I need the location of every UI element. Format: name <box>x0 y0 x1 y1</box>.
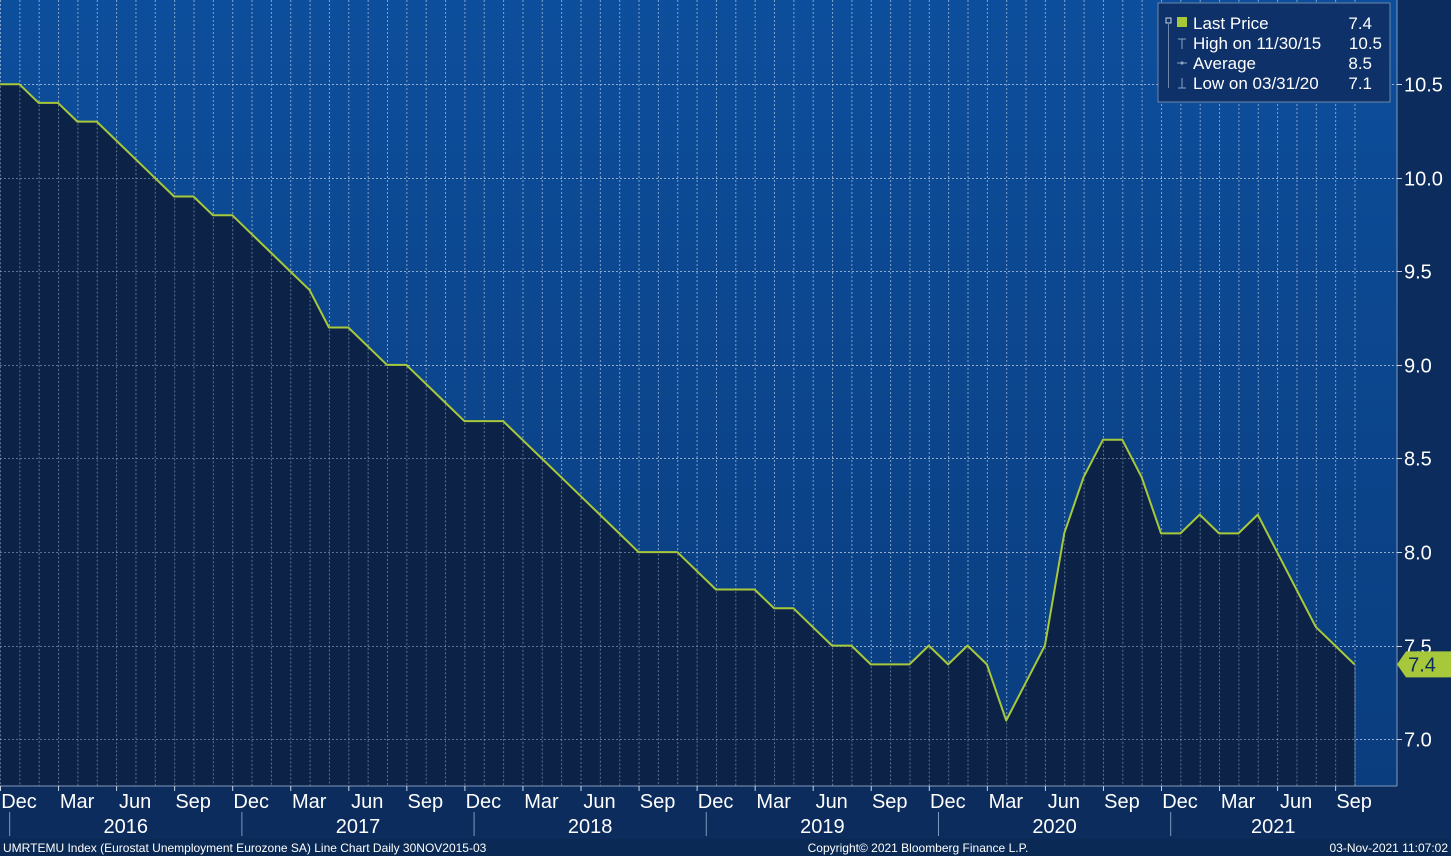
legend-box <box>1157 2 1391 103</box>
legend: Last Price 7.4 High on 11/30/15 10.5 Ave… <box>1157 2 1391 103</box>
year-labels: 2016 2017 2018 2019 2020 2021 <box>9 812 1296 838</box>
legend-value-average: 8.5 <box>1348 54 1372 73</box>
legend-label-low: Low on 03/31/20 <box>1193 74 1319 93</box>
x-tick-label: Dec <box>1162 791 1198 813</box>
footer-copyright: Copyright© 2021 Bloomberg Finance L.P. <box>808 841 1029 855</box>
y-tick-label: 9.0 <box>1404 356 1432 378</box>
x-tick-label: Dec <box>1 791 37 813</box>
low-marker-icon <box>1178 78 1186 89</box>
high-marker-icon <box>1178 38 1186 49</box>
area-gridlines <box>0 84 1397 786</box>
legend-value-low: 7.1 <box>1348 74 1372 93</box>
x-tick-label: Sep <box>872 791 908 813</box>
x-axis-ticks: Dec Mar Jun Sep Dec Mar Jun Sep Dec Mar Jun Sep Dec M… <box>0 786 1372 813</box>
y-tick-label: 8.0 <box>1404 543 1432 565</box>
year-label: 2016 <box>104 816 149 838</box>
legend-value-last-price: 7.4 <box>1348 14 1372 33</box>
average-marker-icon <box>1177 61 1187 65</box>
footer-bar <box>0 839 1451 856</box>
y-tick-label: 10.5 <box>1404 75 1443 97</box>
series-area <box>0 84 1355 786</box>
last-value-tag-shape <box>1397 651 1451 678</box>
year-label: 2017 <box>336 816 381 838</box>
x-tick-label: Jun <box>1280 791 1312 813</box>
last-value-tag: 7.4 <box>1397 651 1451 678</box>
x-tick-label: Sep <box>1104 791 1140 813</box>
legend-label-average: Average <box>1193 54 1256 73</box>
x-tick-label: Jun <box>351 791 383 813</box>
legend-value-high: 10.5 <box>1349 34 1382 53</box>
year-label: 2018 <box>568 816 613 838</box>
legend-collapse-icon[interactable] <box>1165 17 1172 24</box>
footer-description: UMRTEMU Index (Eurostat Unemployment Eur… <box>3 841 487 855</box>
x-tick-label: Mar <box>60 791 95 813</box>
last-value-label: 7.4 <box>1408 654 1436 676</box>
x-tick-label: Sep <box>408 791 444 813</box>
x-tick-label: Jun <box>119 791 151 813</box>
x-tick-label: Sep <box>640 791 676 813</box>
year-label: 2019 <box>800 816 845 838</box>
x-tick-label: Mar <box>989 791 1024 813</box>
legend-label-last-price: Last Price <box>1193 14 1269 33</box>
x-tick-label: Mar <box>1221 791 1256 813</box>
y-tick-label: 8.5 <box>1404 449 1432 471</box>
y-tick-label: 10.0 <box>1404 169 1443 191</box>
year-label: 2021 <box>1251 816 1296 838</box>
x-tick-label: Sep <box>175 791 211 813</box>
x-tick-label: Mar <box>756 791 791 813</box>
x-tick-label: Sep <box>1336 791 1372 813</box>
x-tick-label: Jun <box>583 791 615 813</box>
y-tick-label: 7.0 <box>1404 730 1432 752</box>
x-tick-label: Mar <box>524 791 559 813</box>
x-tick-label: Jun <box>816 791 848 813</box>
x-tick-label: Dec <box>466 791 502 813</box>
x-tick-label: Dec <box>698 791 734 813</box>
x-tick-label: Mar <box>292 791 327 813</box>
square-icon <box>1177 17 1187 27</box>
x-tick-label: Dec <box>930 791 966 813</box>
series-line <box>0 83 1356 722</box>
x-tick-label: Dec <box>233 791 269 813</box>
footer-timestamp: 03-Nov-2021 11:07:02 <box>1329 841 1448 855</box>
legend-label-high: High on 11/30/15 <box>1193 34 1321 53</box>
x-tick-label: Jun <box>1048 791 1080 813</box>
year-label: 2020 <box>1032 816 1077 838</box>
y-tick-label: 9.5 <box>1404 262 1432 284</box>
y-axis-ticks: 7.07.58.08.59.09.510.010.5 <box>1397 75 1443 752</box>
